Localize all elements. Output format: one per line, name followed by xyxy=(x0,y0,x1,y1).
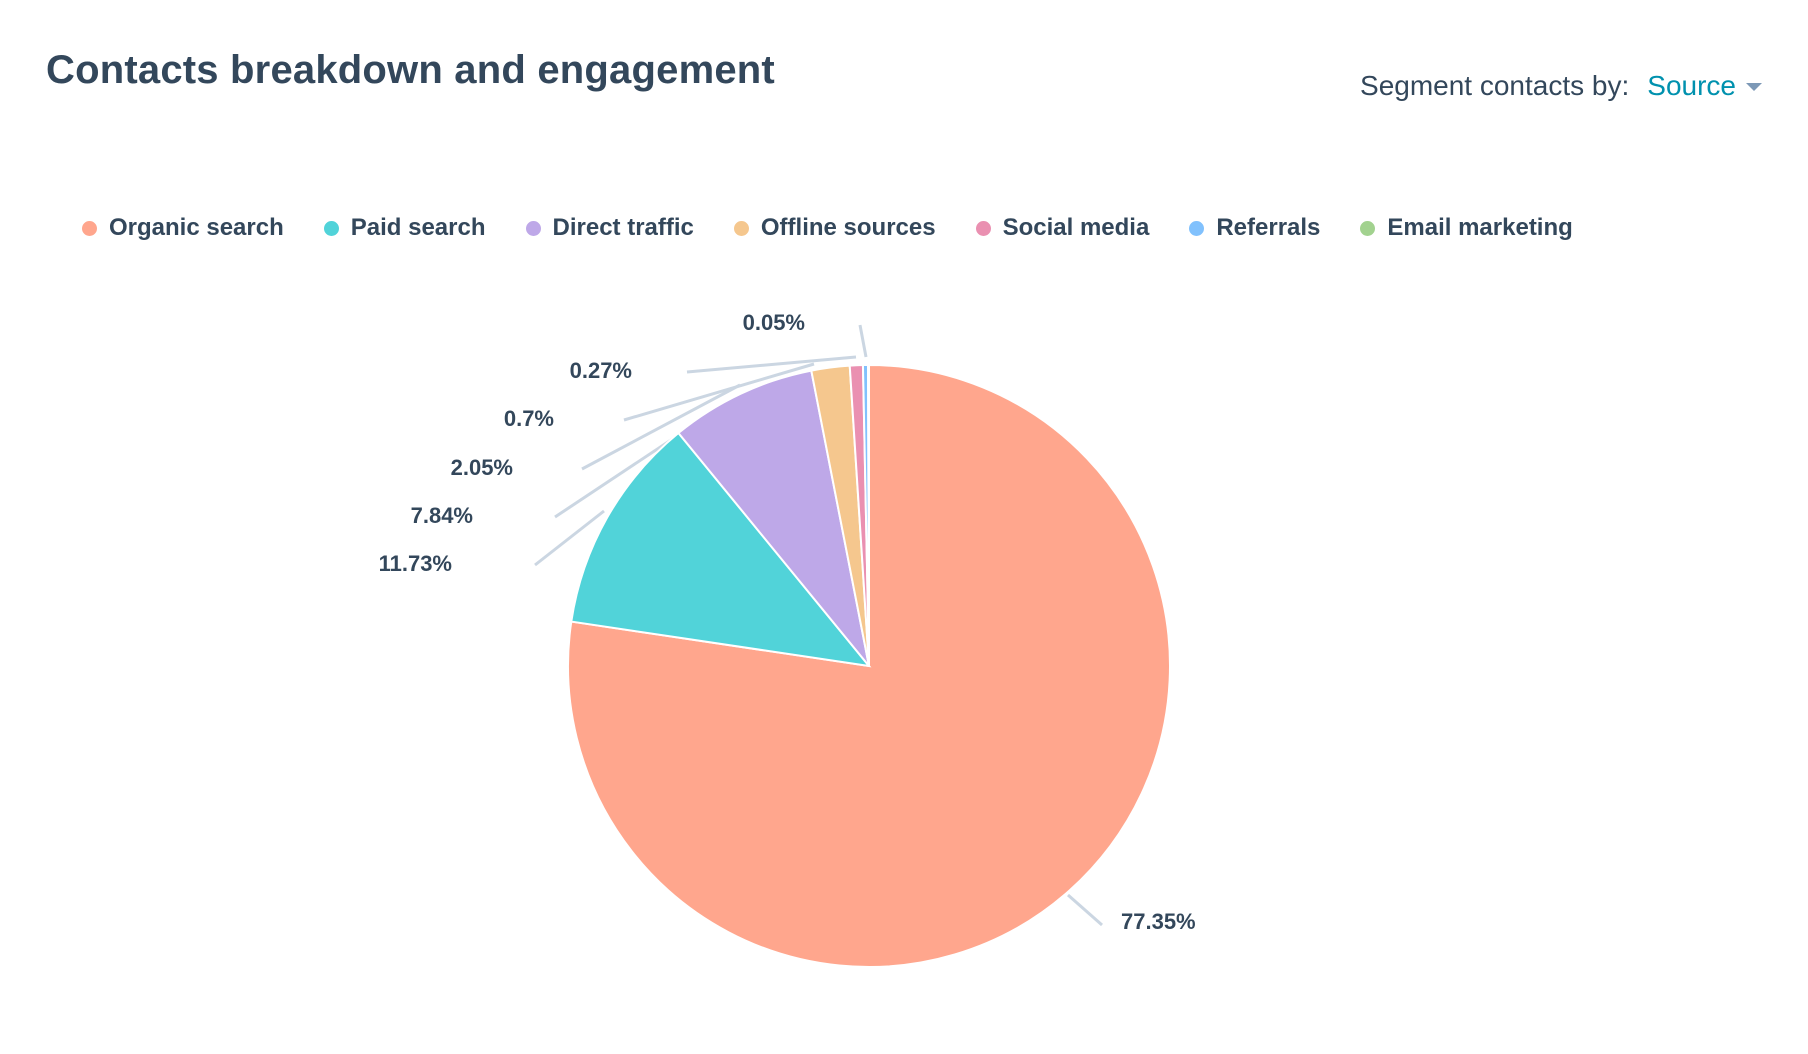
legend-dot-icon xyxy=(82,220,97,236)
segment-dropdown[interactable]: Source xyxy=(1647,70,1762,102)
legend-dot-icon xyxy=(1360,220,1376,236)
data-label-referrals: 0.27% xyxy=(570,358,632,383)
legend-dot-icon xyxy=(733,220,749,236)
data-label-organic-search: 77.35% xyxy=(1121,909,1196,934)
pie-slice-paid-search[interactable] xyxy=(570,431,872,668)
legend-label: Direct traffic xyxy=(552,214,694,241)
legend-dot-icon xyxy=(975,220,991,236)
leader-line-paid-search xyxy=(534,509,605,567)
segment-control: Segment contacts by: Source xyxy=(1360,70,1762,102)
legend-dot-icon xyxy=(525,220,541,236)
legend-item-email-marketing[interactable]: Email marketing xyxy=(1360,214,1573,242)
leader-line-email-marketing xyxy=(858,324,868,358)
data-label-direct-traffic: 7.84% xyxy=(411,503,473,528)
legend-label: Paid search xyxy=(350,214,486,241)
legend-label: Social media xyxy=(1002,214,1150,241)
legend-item-referrals[interactable]: Referrals xyxy=(1189,214,1320,242)
legend-item-offline-sources[interactable]: Offline sources xyxy=(733,214,936,242)
legend-item-paid-search[interactable]: Paid search xyxy=(323,214,486,242)
data-label-social-media: 0.7% xyxy=(504,406,554,431)
leader-line-direct-traffic xyxy=(554,432,681,519)
legend-label: Offline sources xyxy=(760,214,936,241)
pie-slice-email-marketing[interactable] xyxy=(867,363,870,667)
legend-item-organic-search[interactable]: Organic search xyxy=(82,214,284,242)
leader-line-offline-sources xyxy=(581,383,741,471)
pie-slice-direct-traffic[interactable] xyxy=(677,369,870,667)
leader-line-social-media xyxy=(623,362,815,422)
legend-label: Referrals xyxy=(1216,214,1321,241)
chart-legend: Organic search Paid search Direct traffi… xyxy=(82,214,1573,242)
legend-item-social-media[interactable]: Social media xyxy=(975,214,1150,242)
leader-line-referrals xyxy=(686,355,857,374)
legend-label: Organic search xyxy=(109,214,284,241)
legend-dot-icon xyxy=(323,220,339,236)
leader-line-organic-search xyxy=(1067,893,1103,927)
page-title: Contacts breakdown and engagement xyxy=(46,48,775,92)
segment-dropdown-value: Source xyxy=(1647,70,1736,101)
legend-label: Email marketing xyxy=(1387,214,1573,241)
legend-dot-icon xyxy=(1189,220,1205,236)
legend-item-direct-traffic[interactable]: Direct traffic xyxy=(525,214,694,242)
segment-label: Segment contacts by: xyxy=(1360,70,1630,101)
data-label-email-marketing: 0.05% xyxy=(743,310,805,335)
data-label-offline-sources: 2.05% xyxy=(451,455,513,480)
data-label-paid-search: 11.73% xyxy=(379,551,452,576)
caret-down-icon xyxy=(1746,83,1762,91)
